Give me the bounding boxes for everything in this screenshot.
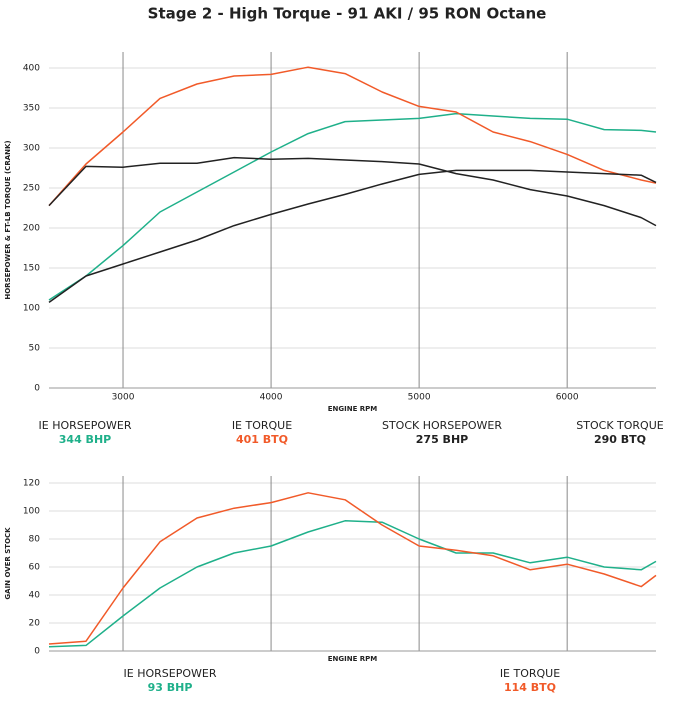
legend-peak: 93 BHP (148, 681, 193, 694)
x-axis-label: ENGINE RPM (328, 655, 378, 663)
legend-peak: 275 BHP (416, 433, 468, 446)
y-tick-label: 0 (34, 647, 40, 657)
y-tick-label: 400 (23, 64, 40, 74)
y-tick-label: 20 (29, 619, 41, 629)
series-line (48, 492, 657, 645)
y-tick-label: 50 (29, 344, 41, 354)
y-tick-label: 200 (23, 224, 40, 234)
legend-name: STOCK TORQUE (576, 419, 663, 432)
y-tick-label: 40 (29, 591, 41, 601)
series-line (48, 169, 657, 304)
x-axis-label: ENGINE RPM (328, 405, 378, 413)
x-tick-label: 5000 (408, 393, 431, 403)
series-line (48, 156, 657, 227)
legend-name: IE TORQUE (500, 667, 560, 680)
legend-name: IE HORSEPOWER (39, 419, 132, 432)
y-tick-label: 100 (23, 304, 40, 314)
y-axis-label: GAIN OVER STOCK (4, 527, 12, 600)
legend-name: STOCK HORSEPOWER (382, 419, 502, 432)
page-title: Stage 2 - High Torque - 91 AKI / 95 RON … (148, 5, 547, 23)
legend-name: IE HORSEPOWER (124, 667, 217, 680)
series-line (48, 112, 657, 301)
y-tick-label: 350 (23, 104, 40, 114)
y-tick-label: 300 (23, 144, 40, 154)
y-tick-label: 60 (29, 563, 41, 573)
series-line (48, 66, 657, 207)
legend-peak: 114 BTQ (504, 681, 556, 694)
y-tick-label: 80 (29, 535, 41, 545)
series-line (48, 520, 657, 648)
legend-peak: 401 BTQ (236, 433, 288, 446)
y-tick-label: 250 (23, 184, 40, 194)
x-tick-label: 3000 (112, 393, 135, 403)
y-tick-label: 0 (34, 384, 40, 394)
y-axis-label: HORSEPOWER & FT-LB TORQUE (CRANK) (4, 140, 12, 299)
x-tick-label: 6000 (556, 393, 579, 403)
y-tick-label: 120 (23, 479, 40, 489)
legend-name: IE TORQUE (232, 419, 292, 432)
y-tick-label: 100 (23, 507, 40, 517)
legend-peak: 290 BTQ (594, 433, 646, 446)
x-tick-label: 4000 (260, 393, 283, 403)
legend-peak: 344 BHP (59, 433, 111, 446)
y-tick-label: 150 (23, 264, 40, 274)
